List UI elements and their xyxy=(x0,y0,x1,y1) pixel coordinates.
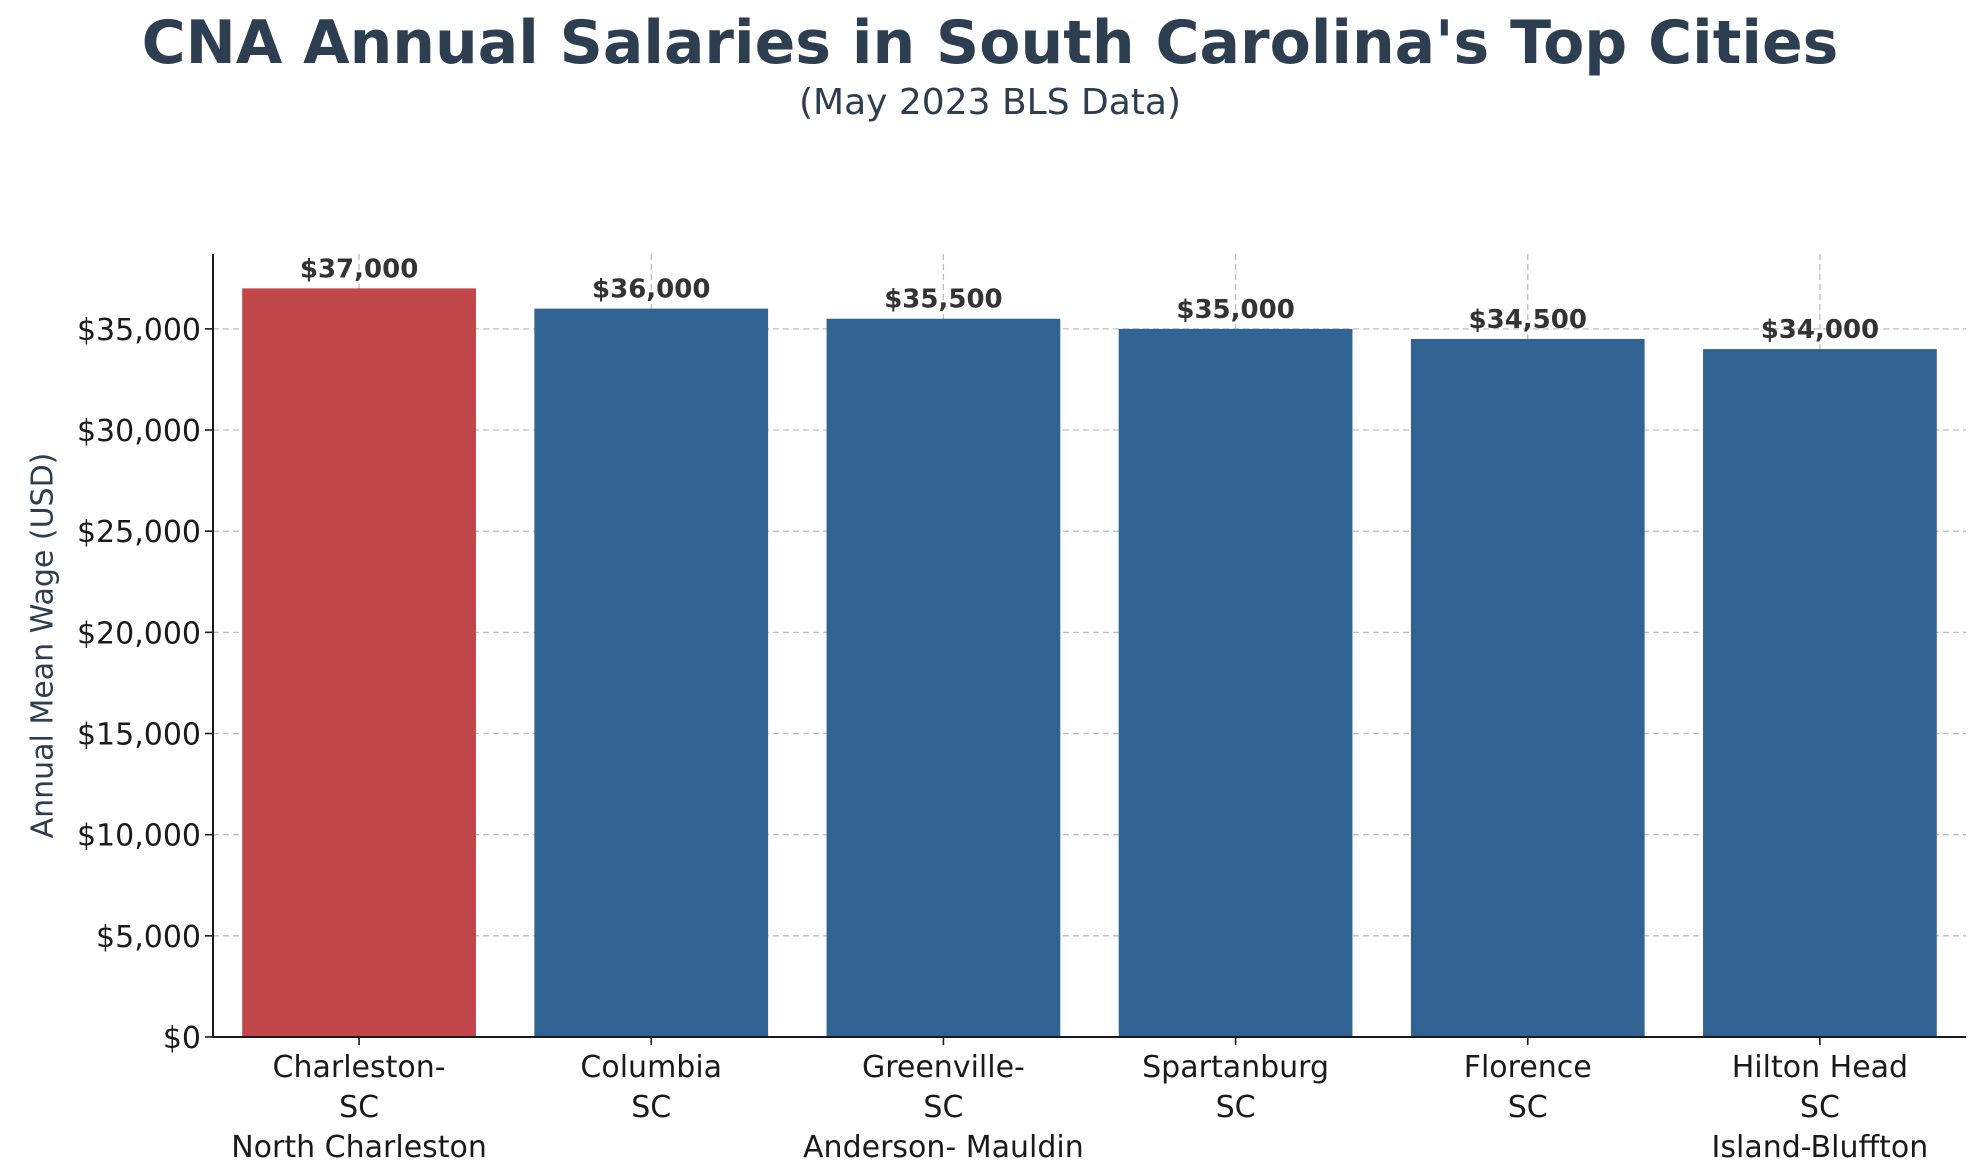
y-tick-label: $15,000 xyxy=(77,718,201,753)
bar xyxy=(1118,328,1353,1037)
x-tick-label: SC xyxy=(923,1090,963,1125)
bar-value-label: $36,000 xyxy=(592,275,710,305)
bar xyxy=(534,308,769,1037)
x-tick-label: SC xyxy=(1216,1090,1256,1125)
bars xyxy=(242,288,1937,1038)
bar xyxy=(1703,349,1937,1037)
y-tick-label: $10,000 xyxy=(77,819,201,854)
bar-value-label: $37,000 xyxy=(300,254,418,284)
x-tick-label: Spartanburg xyxy=(1142,1050,1329,1085)
x-tick-label: Anderson- Mauldin xyxy=(803,1130,1084,1165)
bar xyxy=(826,318,1061,1038)
x-tick-label: Charleston- xyxy=(273,1050,446,1085)
bar xyxy=(242,288,476,1037)
y-tick-label: $0 xyxy=(163,1021,201,1056)
y-tick-label: $20,000 xyxy=(77,616,201,651)
x-tick-label: Island-Bluffton xyxy=(1712,1130,1929,1165)
bar-value-label: $35,000 xyxy=(1176,295,1294,325)
x-tick-label: SC xyxy=(631,1090,671,1125)
bar-value-label: $34,000 xyxy=(1761,315,1879,345)
x-tick-label: SC xyxy=(1800,1090,1840,1125)
x-tick-label: SC xyxy=(339,1090,379,1125)
y-tick-label: $25,000 xyxy=(77,515,201,550)
y-tick-label: $30,000 xyxy=(77,414,201,449)
bar-value-label: $35,500 xyxy=(884,285,1002,315)
y-tick-labels: $0 $5,000 $10,000 $15,000 $20,000 $25,000 $30,… xyxy=(77,313,213,1056)
axes xyxy=(212,254,1966,1038)
x-tick-label: Greenville- xyxy=(862,1050,1025,1085)
x-tick-label: Florence xyxy=(1464,1050,1592,1085)
chart-title: CNA Annual Salaries in South Carolina's … xyxy=(141,8,1839,78)
x-tick-label: North Charleston xyxy=(231,1130,487,1165)
bar xyxy=(1410,338,1645,1037)
x-tick-labels: Charleston- SC North Charleston Columbia SC G… xyxy=(231,1037,1928,1165)
x-tick-label: SC xyxy=(1508,1090,1548,1125)
value-labels: $37,000 $36,000 $35,500 $35,000 $34,500 $34,0… xyxy=(300,254,1879,345)
chart-subtitle: (May 2023 BLS Data) xyxy=(798,82,1182,123)
bar-value-label: $34,500 xyxy=(1469,305,1587,335)
y-tick-label: $35,000 xyxy=(77,313,201,348)
x-tick-label: Columbia xyxy=(580,1050,722,1085)
x-tick-label: Hilton Head xyxy=(1732,1050,1908,1085)
y-tick-label: $5,000 xyxy=(96,920,201,955)
y-axis-title: Annual Mean Wage (USD) xyxy=(26,453,61,839)
